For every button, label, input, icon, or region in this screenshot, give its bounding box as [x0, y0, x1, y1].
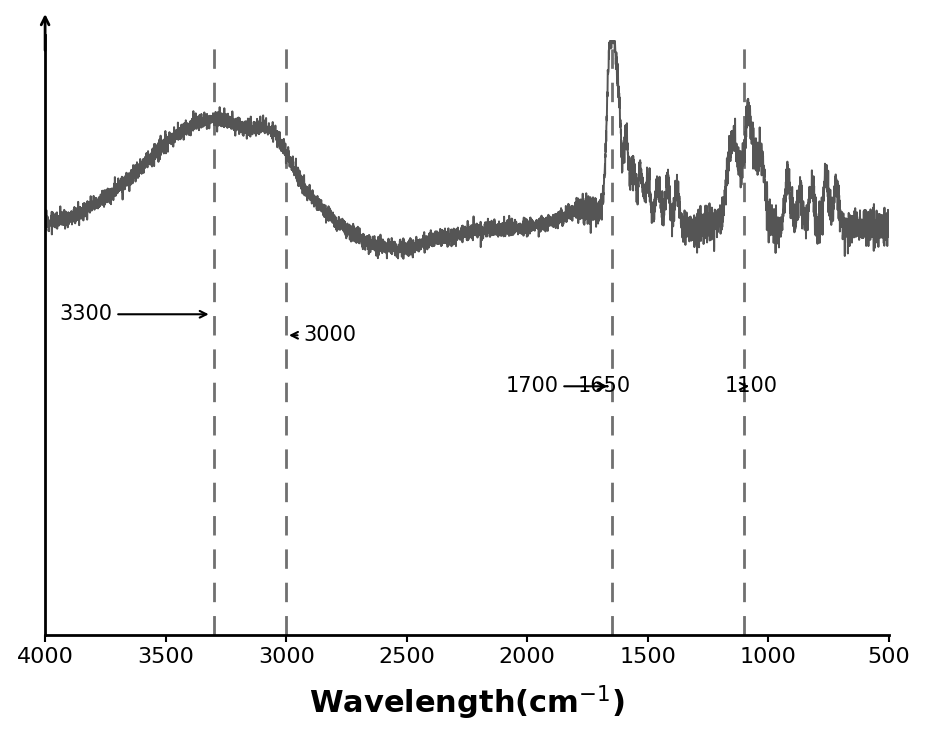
Text: 1700: 1700 [505, 376, 604, 396]
Text: 3000: 3000 [291, 325, 356, 345]
Text: 1100: 1100 [725, 376, 778, 396]
Text: 1650: 1650 [578, 376, 631, 396]
X-axis label: Wavelength(cm$^{-1}$): Wavelength(cm$^{-1}$) [310, 684, 625, 722]
Text: 3300: 3300 [59, 304, 207, 324]
